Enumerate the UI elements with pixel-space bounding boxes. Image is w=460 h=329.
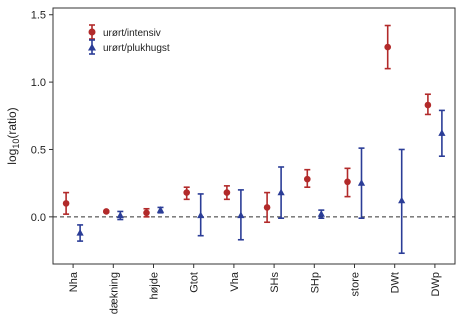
errorbar-point-plukhugst: [398, 148, 406, 255]
errorbar-point-intensiv: [384, 24, 392, 70]
errorbar-point-plukhugst: [76, 224, 84, 242]
errorbar-point-plukhugst: [237, 189, 245, 241]
legend-label-plukhugst: urørt/plukhugst: [103, 43, 170, 54]
errorbar-point-plukhugst: [317, 209, 325, 219]
x-tick-label: DWt: [390, 272, 402, 293]
point-marker-circle: [304, 175, 311, 183]
errorbar-point-intensiv: [143, 207, 150, 218]
point-marker-triangle: [357, 179, 366, 186]
point-marker-triangle: [76, 229, 84, 236]
errorbar-point-intensiv: [424, 93, 432, 116]
x-tick-label: SHp: [309, 272, 321, 293]
x-tick-label: dækning: [108, 272, 120, 314]
legend-marker-plukhugst: [88, 43, 96, 51]
point-marker-circle: [263, 204, 271, 211]
point-marker-circle: [62, 200, 70, 207]
errorbar-point-plukhugst: [116, 210, 124, 221]
legend-item-intensiv: urørt/intensiv: [88, 24, 161, 40]
legend-label-intensiv: urørt/intensiv: [103, 28, 161, 39]
x-tick-label: store: [350, 272, 362, 296]
data-marks: [62, 24, 446, 255]
errorbar-point-plukhugst: [357, 147, 366, 219]
point-marker-circle: [183, 189, 190, 196]
errorbar-point-plukhugst: [438, 109, 446, 158]
errorbar-point-plukhugst: [197, 193, 205, 237]
x-tick-label: SHs: [269, 272, 281, 293]
y-tick-label: 0.0: [31, 212, 46, 224]
plot-frame-group: [52, 7, 456, 265]
x-axis-ticks: Nha dækning højde Gtot Vha SHs SHp store DWt DWp: [68, 264, 442, 314]
y-axis-label: log10(ratio): [5, 107, 21, 164]
legend-item-plukhugst: urørt/plukhugst: [88, 39, 170, 55]
y-tick-label: 0.5: [31, 144, 46, 156]
point-marker-circle: [223, 189, 231, 196]
point-marker-circle: [344, 178, 351, 186]
point-marker-triangle: [398, 196, 406, 204]
point-marker-circle: [424, 101, 432, 109]
point-marker-triangle: [438, 129, 446, 136]
point-marker-circle: [384, 43, 392, 51]
x-tick-label: Vha: [229, 271, 241, 291]
point-marker-triangle: [156, 206, 165, 213]
x-tick-label: Nha: [68, 271, 80, 292]
x-tick-label: højde: [149, 272, 161, 300]
errorbar-point-plukhugst: [156, 206, 165, 214]
y-tick-label: 1.5: [31, 10, 46, 22]
errorbar-point-intensiv: [304, 168, 311, 188]
errorbar-point-intensiv: [223, 185, 231, 201]
y-axis-label-main: log: [5, 149, 19, 165]
plot-frame: [52, 7, 456, 265]
x-tick-label: DWp: [430, 272, 442, 296]
errorbar-point-intensiv: [183, 186, 190, 201]
point-marker-circle: [103, 208, 110, 215]
legend: urørt/intensiv urørt/plukhugst: [88, 24, 170, 55]
point-marker-triangle: [317, 210, 325, 217]
errorbar-point-intensiv: [62, 191, 70, 215]
y-axis-label-rest: (ratio): [5, 107, 19, 138]
errorbar-point-intensiv: [263, 191, 271, 224]
y-axis-label-subscript: 10: [11, 139, 21, 149]
errorbar-point-plukhugst: [277, 166, 285, 219]
point-marker-circle: [143, 209, 150, 217]
point-marker-triangle: [197, 211, 205, 219]
y-tick-label: 1.0: [31, 77, 46, 89]
errorbar-point-intensiv: [344, 167, 351, 198]
point-marker-triangle: [277, 188, 285, 196]
y-axis-ticks: 0.0 0.5 1.0 1.5: [31, 10, 53, 224]
errorbar-point-intensiv: [103, 208, 110, 215]
point-marker-triangle: [116, 211, 124, 219]
x-tick-label: Gtot: [189, 272, 201, 293]
point-marker-triangle: [237, 211, 245, 219]
legend-marker-intensiv: [88, 28, 96, 36]
